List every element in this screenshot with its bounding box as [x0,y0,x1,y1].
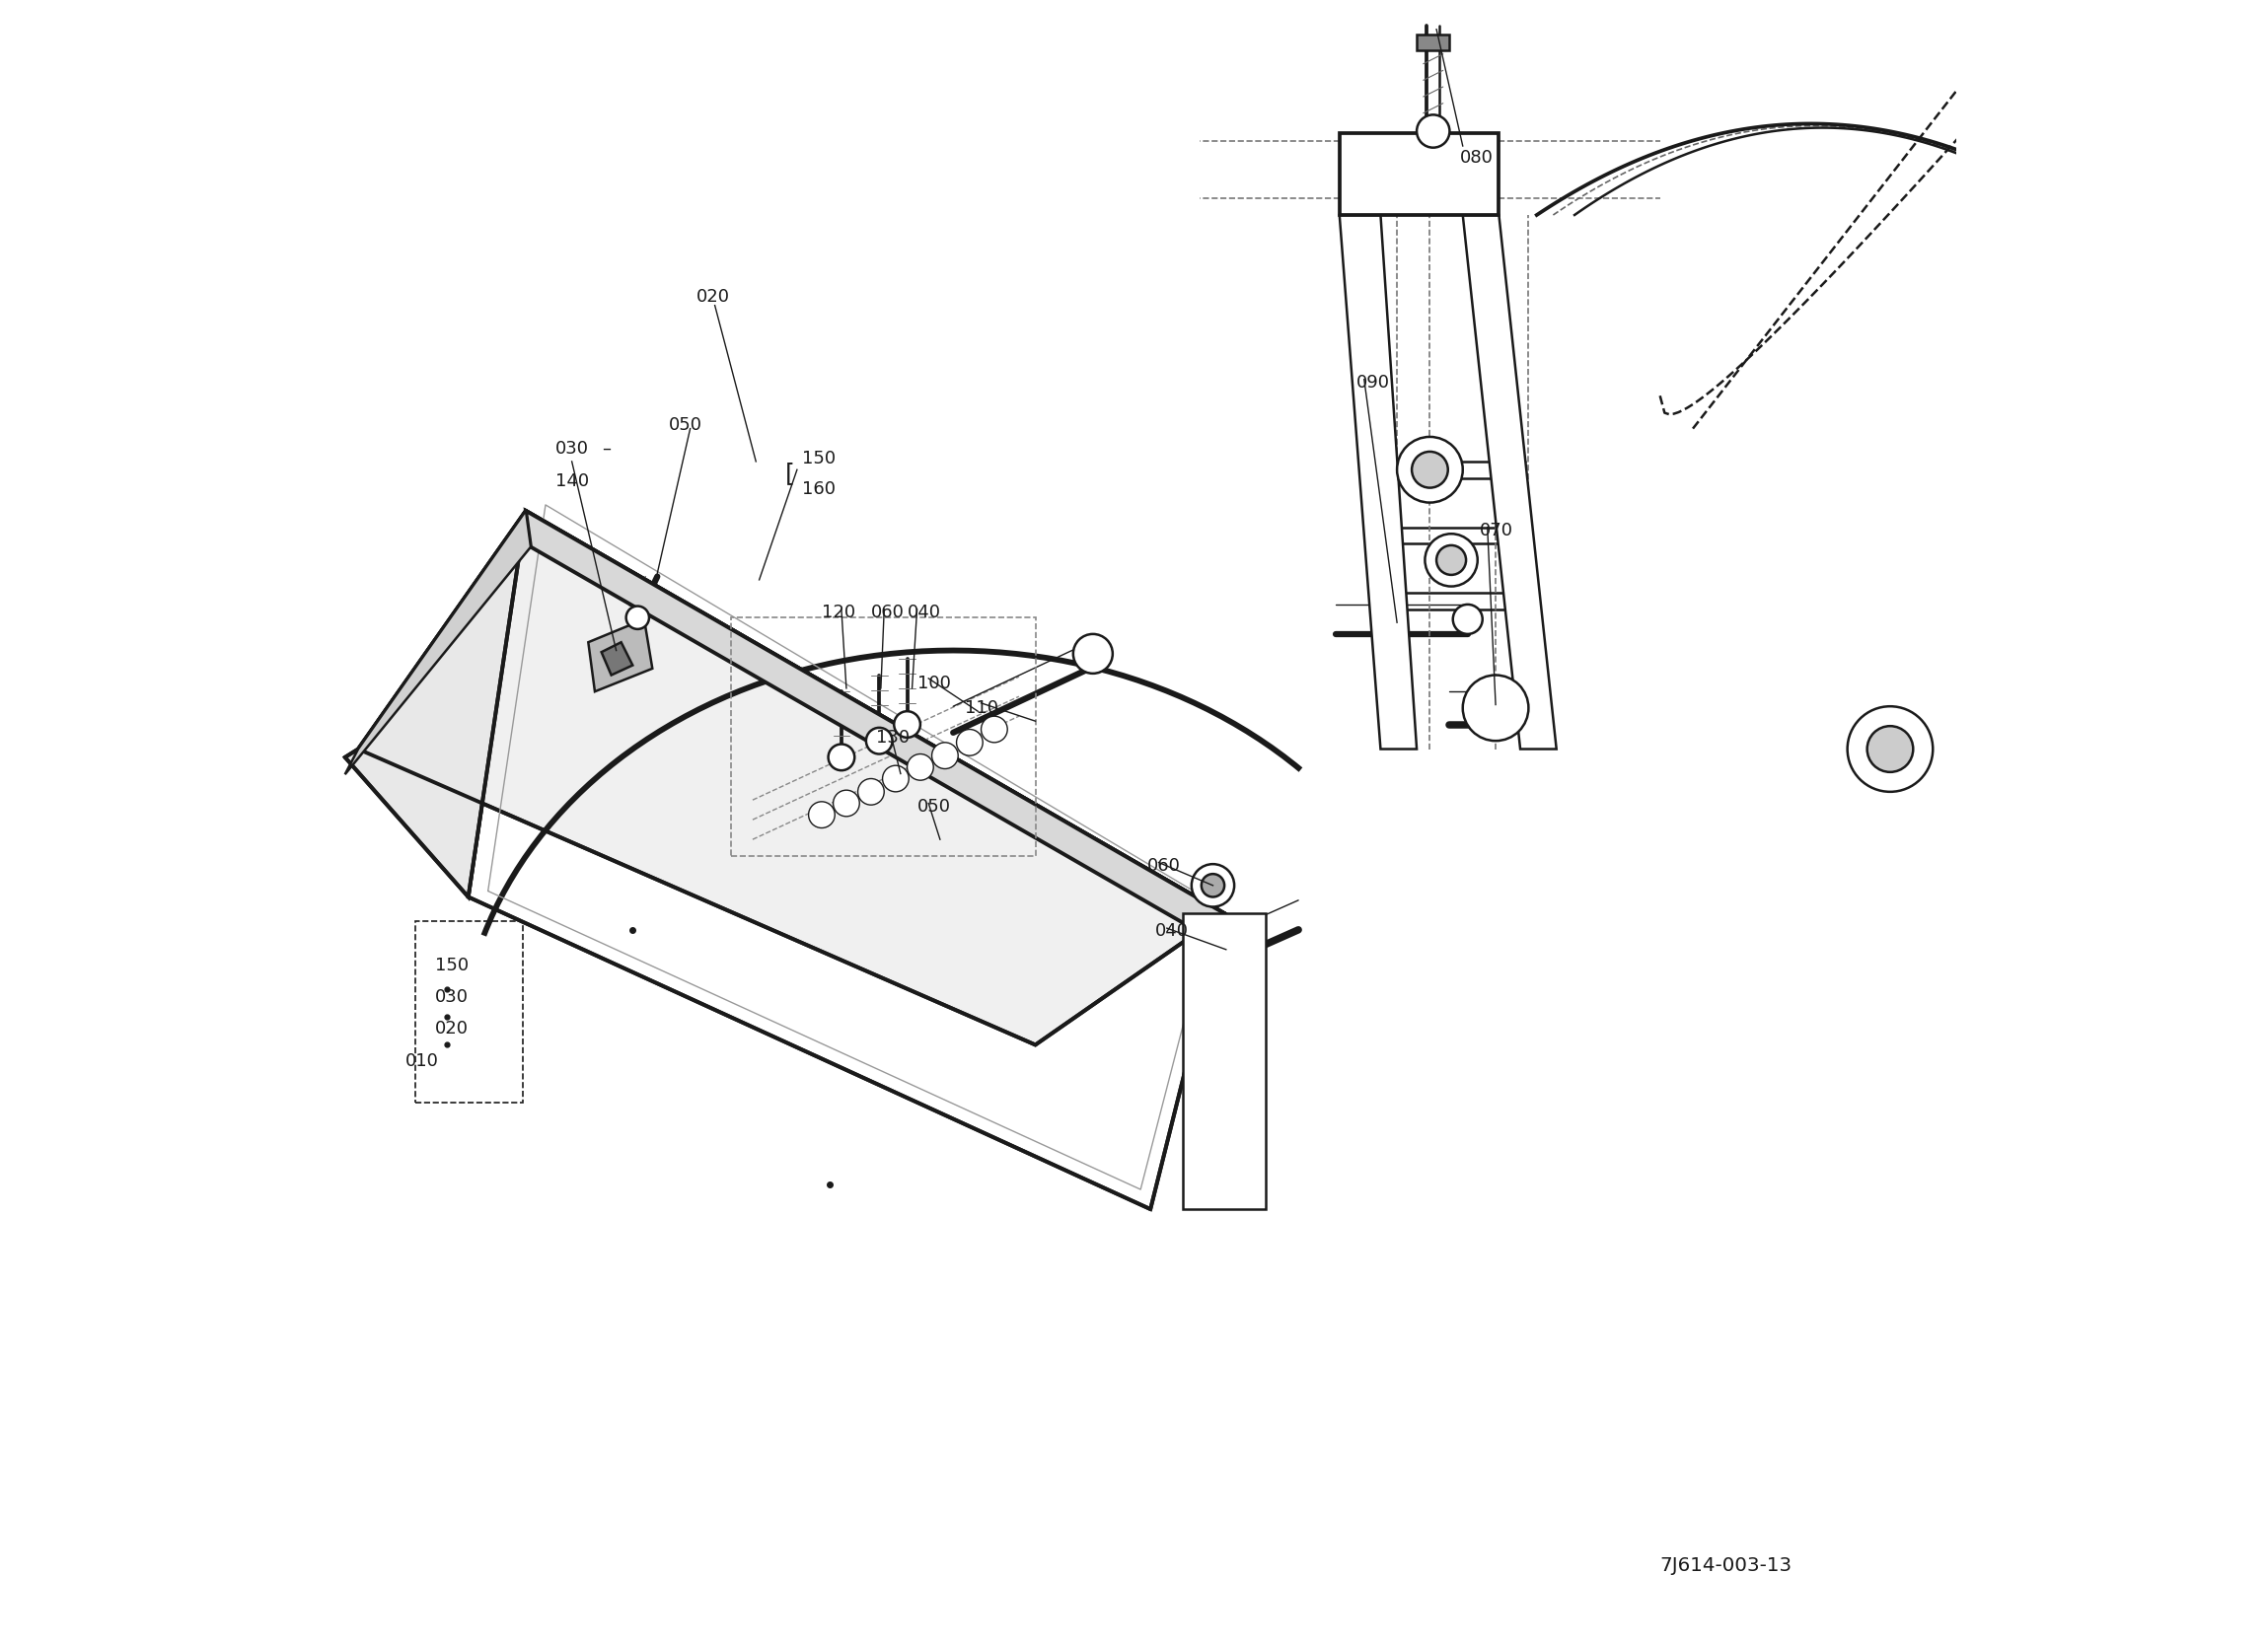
Circle shape [866,728,891,754]
Circle shape [1867,726,1914,772]
Text: 040: 040 [907,604,941,622]
Circle shape [1454,604,1483,634]
Text: 020: 020 [435,1019,469,1037]
Circle shape [1418,115,1449,148]
Circle shape [1436,545,1465,574]
Circle shape [1424,533,1476,586]
Text: 010: 010 [406,1052,440,1070]
Circle shape [1848,706,1932,792]
Text: [: [ [785,461,796,486]
Text: 7J614-003-13: 7J614-003-13 [1660,1557,1792,1575]
Text: 030: 030 [556,439,590,458]
Polygon shape [345,510,531,774]
Text: 080: 080 [1461,148,1492,166]
Text: 130: 130 [875,729,909,746]
Text: 060: 060 [871,604,905,622]
Polygon shape [1463,216,1556,749]
Text: 090: 090 [1356,374,1390,392]
Polygon shape [587,619,653,691]
Circle shape [894,711,921,737]
Circle shape [907,754,934,780]
Circle shape [807,802,835,828]
Circle shape [1463,675,1529,741]
Text: 150: 150 [435,956,469,974]
Text: 050: 050 [916,798,950,815]
Bar [415,922,522,1103]
Text: 070: 070 [1479,522,1513,540]
Circle shape [1202,874,1225,897]
Circle shape [1411,451,1447,487]
Text: 140: 140 [556,472,590,491]
Circle shape [932,742,957,769]
Circle shape [1191,864,1234,907]
Text: 100: 100 [916,675,950,693]
Circle shape [857,779,885,805]
Circle shape [1073,634,1114,673]
Polygon shape [467,510,1225,1210]
Text: 060: 060 [1148,858,1182,874]
Text: 040: 040 [1154,922,1188,940]
Polygon shape [1340,133,1499,216]
Text: 020: 020 [696,288,730,306]
Circle shape [982,716,1007,742]
Circle shape [882,765,909,792]
Circle shape [1397,436,1463,502]
Text: 050: 050 [669,416,703,435]
Polygon shape [358,510,1225,1045]
Circle shape [832,790,860,816]
Circle shape [957,729,982,756]
Text: 110: 110 [964,700,998,718]
Text: 120: 120 [821,604,855,622]
Polygon shape [526,510,1229,950]
Bar [730,617,1036,856]
Polygon shape [345,510,526,897]
Polygon shape [1418,35,1449,51]
Polygon shape [1184,914,1266,1210]
Text: 030: 030 [435,988,469,1006]
Circle shape [828,744,855,770]
Polygon shape [601,642,633,675]
Text: –: – [601,439,610,458]
Circle shape [626,606,649,629]
Text: 160: 160 [803,481,835,499]
Polygon shape [1340,216,1418,749]
Text: 150: 150 [803,449,835,467]
